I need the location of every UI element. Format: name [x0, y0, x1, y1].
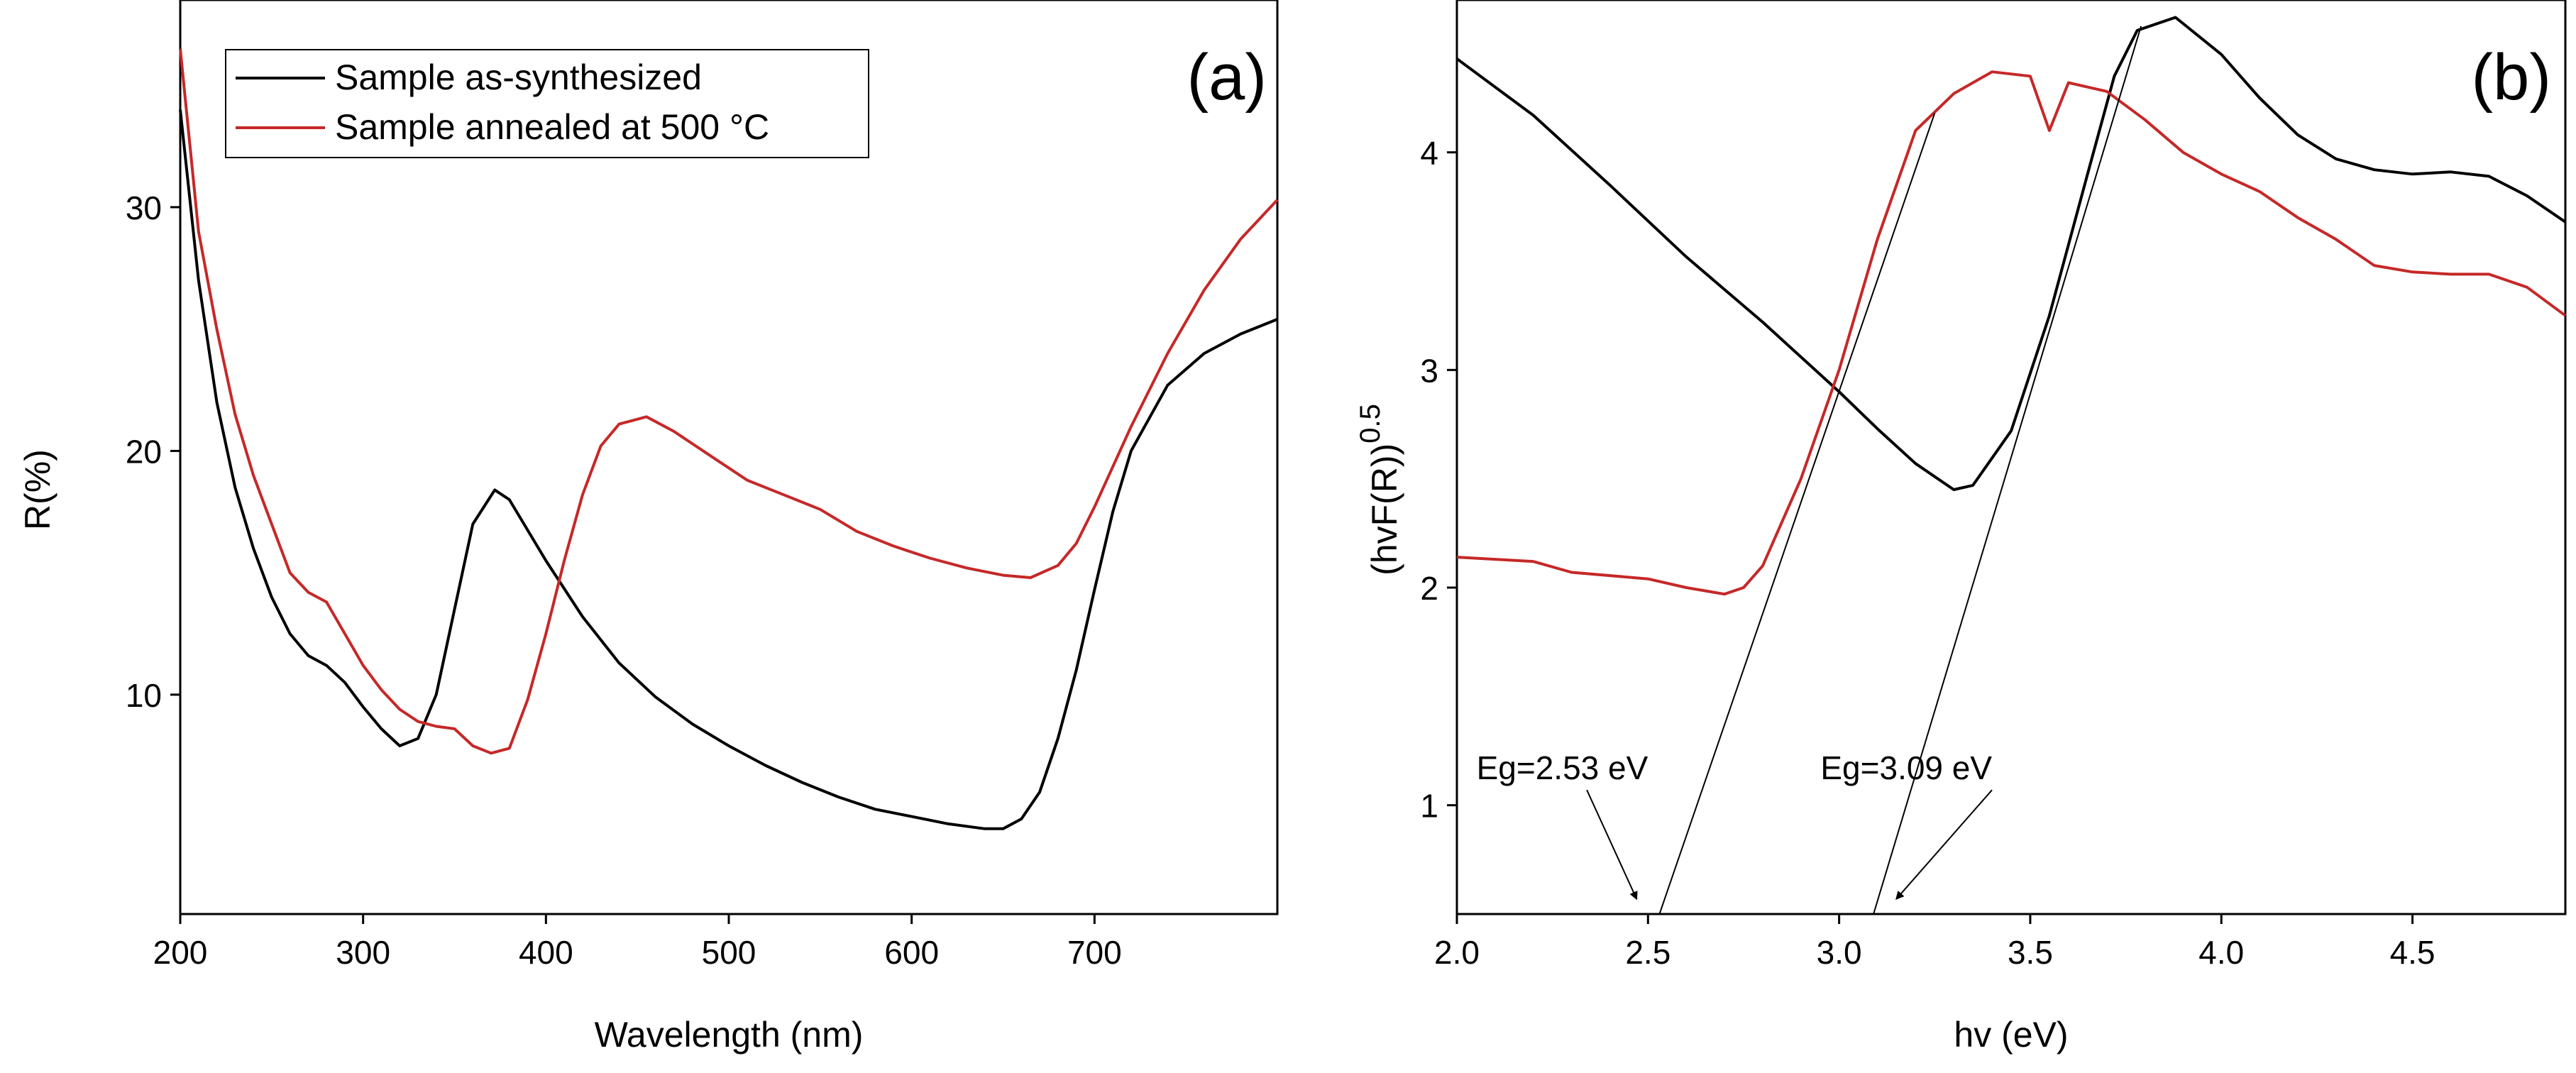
panel-a-y-tick-label: 20: [126, 433, 162, 470]
panel-b-x-axis-label: hv (eV): [1954, 1015, 2068, 1055]
legend-label-annealed: Sample annealed at 500 °C: [335, 107, 769, 147]
panel-b-x-ticks: 2.0 2.5 3.0 3.5 4.0 4.5: [1434, 914, 2435, 971]
panel-a-x-axis-label: Wavelength (nm): [595, 1015, 864, 1055]
panel-a-series: [179, 48, 1279, 830]
panel-b-series-sample-annealed-at-500-c: [1456, 70, 2567, 596]
panel-a-y-tick-label: 30: [126, 189, 162, 226]
panel-a-series-sample-annealed-at-500-c: [179, 48, 1279, 755]
panel-b-y-axis-label-exponent: 0.5: [1355, 404, 1386, 444]
band-gap-arrow-1: [1586, 789, 1638, 901]
panel-b-x-tick-label: 2.0: [1434, 934, 1480, 971]
legend-label-as-synthesized: Sample as-synthesized: [335, 57, 702, 97]
panel-a-y-tick-label: 10: [126, 677, 162, 714]
panel-b-x-tick-label: 4.0: [2198, 934, 2244, 971]
panel-b-label: (b): [2472, 41, 2551, 114]
panel-a-y-ticks: 10 20 30: [126, 189, 180, 714]
panel-a-x-tick-label: 400: [519, 934, 573, 971]
panel-a-x-tick-label: 300: [336, 934, 390, 971]
panel-b-frame: [1455, 0, 2567, 915]
panel-b-y-tick-label: 4: [1420, 135, 1438, 172]
panel-b-y-tick-label: 2: [1420, 570, 1438, 607]
tangent-line-2: [1873, 26, 2142, 915]
panel-a: 10 20 30 200 300 400 500 600 700 (a) Sample as-…: [18, 0, 1279, 1055]
panel-a-x-tick-label: 700: [1067, 934, 1122, 971]
panel-a-x-tick-label: 500: [702, 934, 756, 971]
panel-a-label: (a): [1187, 41, 1267, 114]
panel-b-y-ticks: 1 2 3 4: [1420, 135, 1457, 825]
panel-b-x-tick-label: 4.5: [2390, 934, 2435, 971]
panel-b-y-axis-label: (hvF(R))0.5: [1355, 404, 1404, 576]
panel-b-x-tick-label: 3.0: [1817, 934, 1862, 971]
panel-a-series-sample-as-synthesized: [179, 109, 1278, 830]
panel-a-legend: Sample as-synthesized Sample annealed at…: [225, 49, 869, 158]
tangent-line-1: [1658, 113, 1936, 915]
legend-box: [225, 49, 869, 158]
panel-a-x-tick-label: 600: [884, 934, 939, 971]
panel-b-annotations: Eg=2.53 eV Eg=3.09 eV: [1477, 749, 1993, 901]
panel-b-y-tick-label: 1: [1420, 788, 1438, 825]
panel-b-series-sample-as-synthesized: [1455, 16, 2567, 491]
panel-b-x-tick-label: 2.5: [1625, 934, 1670, 971]
panel-a-x-ticks: 200 300 400 500 600 700: [153, 914, 1122, 971]
panel-a-x-tick-label: 200: [153, 934, 208, 971]
panel-b-series: [1455, 16, 2567, 596]
panel-a-y-axis-label: R(%): [18, 449, 57, 530]
band-gap-annotation-1: Eg=2.53 eV: [1477, 749, 1648, 786]
panel-b-y-tick-label: 3: [1420, 352, 1438, 389]
band-gap-annotation-2: Eg=3.09 eV: [1820, 749, 1992, 786]
panel-b-x-tick-label: 3.5: [2008, 934, 2053, 971]
panel-b: 1 2 3 4 2.0 2.5 3.0 3.5 4.0 4.5 Eg=2.53 eV Eg=3.0…: [1355, 0, 2567, 1055]
band-gap-arrow-2: [1895, 789, 1993, 901]
panel-b-tangent-lines: [1658, 26, 2142, 915]
panel-b-y-axis-label-base: (hvF(R)): [1365, 444, 1404, 576]
